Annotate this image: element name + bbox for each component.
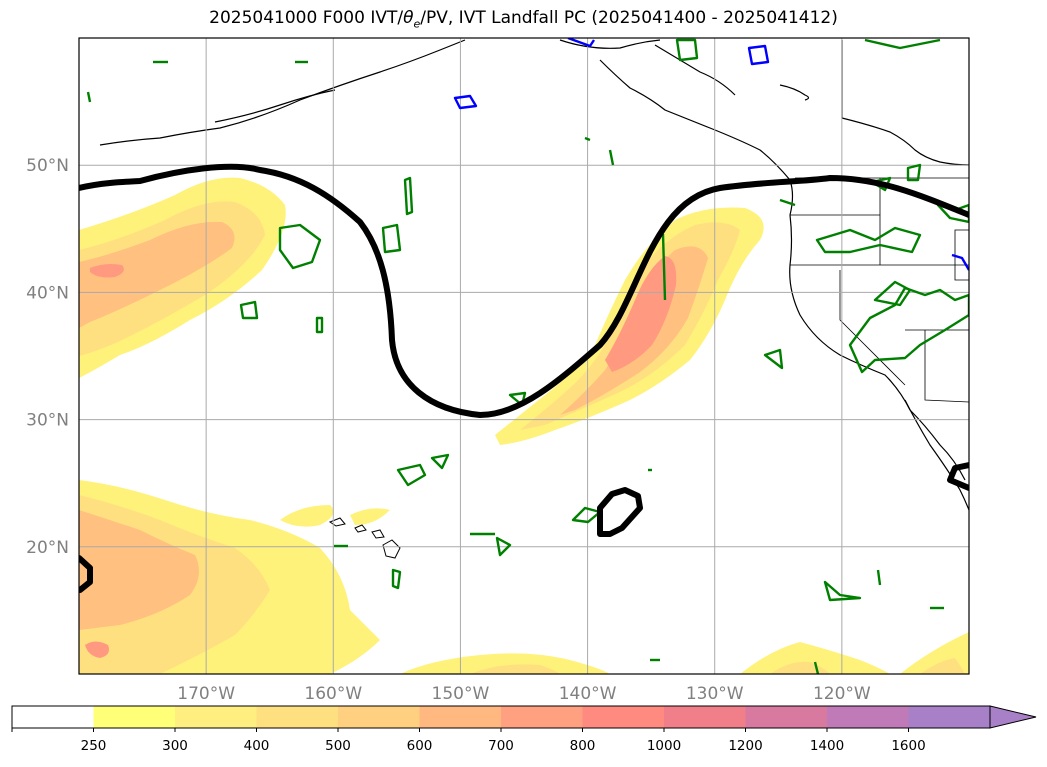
colorbar-tick-label: 600 — [407, 738, 433, 754]
map-gridlines — [79, 38, 969, 674]
colorbar-bin — [501, 706, 583, 728]
ivt-plume-atmospheric-river — [495, 207, 764, 445]
lon-tick-label: 150°W — [432, 684, 490, 704]
colorbar-tick-label: 1000 — [647, 738, 681, 754]
latitude-labels: 20°N 30°N 40°N 50°N — [26, 156, 69, 558]
colorbar-bin — [664, 706, 746, 728]
colorbar-bin — [93, 706, 175, 728]
lat-tick-label: 30°N — [26, 411, 69, 431]
colorbar-tick-label: 1400 — [810, 738, 844, 754]
colorbar-tick-label: 800 — [570, 738, 596, 754]
lon-tick-label: 170°W — [177, 684, 235, 704]
colorbar-tick-label: 400 — [244, 738, 270, 754]
colorbar: 250 300 400 500 600 700 800 1000 1200 1400 1600 — [11, 705, 1037, 754]
colorbar-frame — [11, 705, 991, 729]
lon-tick-label: 140°W — [559, 684, 617, 704]
ivt-plume-southwest — [79, 480, 390, 674]
lon-tick-label: 130°W — [686, 684, 744, 704]
longitude-labels: 170°W 160°W 150°W 140°W 130°W 120°W — [177, 684, 871, 704]
ivt-plume-southern-edge — [400, 632, 969, 674]
chart-title: 2025041000 F000 IVT/θe/PV, IVT Landfall … — [209, 8, 838, 31]
lat-tick-label: 40°N — [26, 283, 69, 303]
map-frame — [78, 37, 970, 675]
colorbar-bin — [908, 706, 990, 728]
political-boundaries — [790, 177, 969, 403]
colorbar-bin — [12, 706, 94, 728]
colorbar-tick-label: 1200 — [728, 738, 762, 754]
colorbar-bin — [419, 706, 501, 728]
colorbar-tick-label: 1600 — [891, 738, 925, 754]
lon-tick-label: 120°W — [813, 684, 871, 704]
colorbar-bin — [582, 706, 664, 728]
ivt-landfall-contour — [79, 163, 969, 593]
colorbar-bin — [256, 706, 338, 728]
colorbar-bin — [175, 706, 257, 728]
colorbar-tick-label: 500 — [325, 738, 351, 754]
lat-tick-label: 20°N — [26, 538, 69, 558]
negative-contours — [453, 38, 969, 271]
ivt-plume-northwest — [79, 177, 286, 378]
colorbar-tick-label: 700 — [488, 738, 514, 754]
colorbar-extend-arrow — [989, 705, 1037, 729]
colorbar-tick-label: 300 — [162, 738, 188, 754]
colorbar-bin — [745, 706, 827, 728]
lat-tick-label: 50°N — [26, 156, 69, 176]
colorbar-tick-label: 250 — [81, 738, 107, 754]
hawaiian-islands — [328, 517, 401, 559]
colorbar-bin — [827, 706, 909, 728]
lon-tick-label: 160°W — [304, 684, 362, 704]
colorbar-bin — [338, 706, 420, 728]
